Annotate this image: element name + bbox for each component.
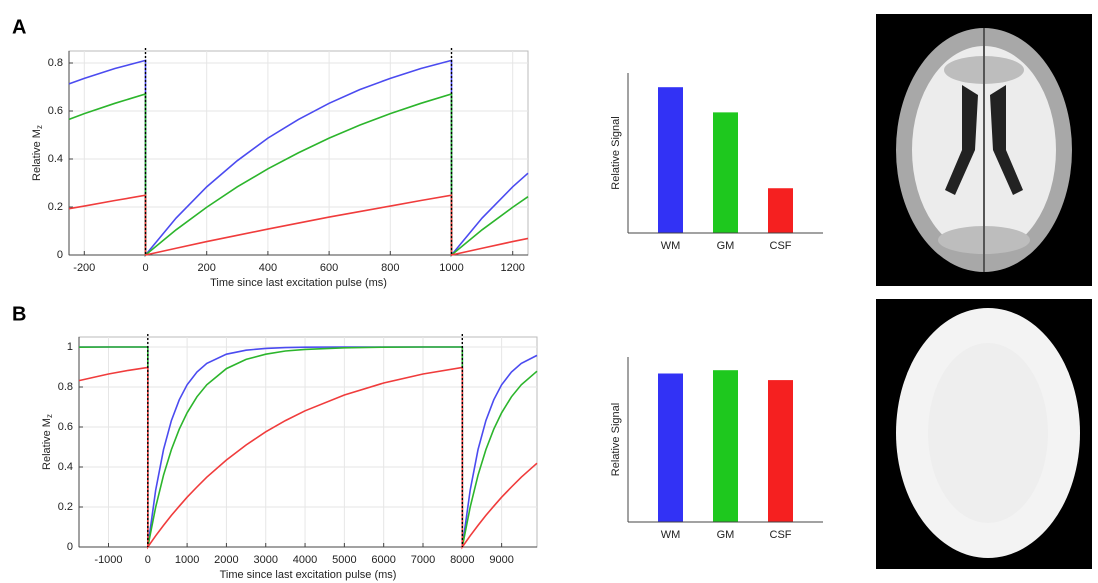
- x-axis-label: Time since last excitation pulse (ms): [210, 277, 387, 289]
- x-tick-label: -1000: [94, 554, 122, 566]
- x-tick-label: 7000: [411, 554, 435, 566]
- y-tick-label: 0.8: [48, 57, 63, 69]
- y-axis-label: Relative Mz: [41, 414, 54, 470]
- y-tick-label: 0.2: [48, 201, 63, 213]
- x-tick-label: 0: [145, 554, 151, 566]
- y-tick-label: 0.4: [48, 153, 63, 165]
- y-tick-label: 0.4: [58, 461, 73, 473]
- curve: [79, 346, 538, 548]
- x-tick-label: 1000: [439, 262, 463, 274]
- x-tick-label: WM: [661, 240, 681, 252]
- y-axis-label-subscript: z: [45, 414, 54, 418]
- y-axis-label-subscript: z: [35, 125, 44, 129]
- y-axis-label-text: Relative M: [41, 418, 53, 470]
- bar: [768, 188, 793, 233]
- x-tick-label: 8000: [450, 554, 474, 566]
- y-tick-label: 0.6: [48, 105, 63, 117]
- x-tick-label: 1200: [500, 262, 524, 274]
- y-tick-label: 0: [67, 541, 73, 553]
- x-tick-label: 5000: [332, 554, 356, 566]
- x-tick-label: GM: [717, 529, 735, 541]
- y-tick-label: 0: [57, 249, 63, 261]
- brain-image: [876, 299, 1092, 569]
- x-tick-label: 0: [142, 262, 148, 274]
- x-tick-label: 800: [381, 262, 399, 274]
- x-tick-label: 9000: [489, 554, 513, 566]
- y-tick-label: 0.6: [58, 421, 73, 433]
- x-tick-label: CSF: [770, 529, 792, 541]
- bar: [768, 380, 793, 522]
- x-tick-label: GM: [717, 240, 735, 252]
- curve: [68, 194, 529, 256]
- bar: [713, 112, 738, 233]
- y-axis-label-text: Relative M: [31, 129, 43, 181]
- x-tick-label: 200: [198, 262, 216, 274]
- bar: [713, 370, 738, 522]
- x-tick-label: 600: [320, 262, 338, 274]
- x-tick-label: CSF: [770, 240, 792, 252]
- brain-image: [876, 14, 1092, 286]
- y-axis-label: Relative Signal: [610, 403, 622, 476]
- x-tick-label: 2000: [214, 554, 238, 566]
- x-tick-label: 400: [259, 262, 277, 274]
- x-axis-label: Time since last excitation pulse (ms): [220, 569, 397, 581]
- bar: [658, 87, 683, 234]
- curve: [78, 366, 538, 550]
- y-tick-label: 0.2: [58, 501, 73, 513]
- x-tick-label: -200: [73, 262, 95, 274]
- x-tick-label: 1000: [175, 554, 199, 566]
- x-tick-label: 3000: [253, 554, 277, 566]
- x-tick-label: WM: [661, 529, 681, 541]
- y-axis-label: Relative Signal: [610, 116, 622, 189]
- panel-label: A: [12, 16, 26, 38]
- x-tick-label: 6000: [371, 554, 395, 566]
- bar: [658, 373, 683, 522]
- curve: [78, 346, 538, 548]
- y-tick-label: 1: [67, 341, 73, 353]
- x-tick-label: 4000: [293, 554, 317, 566]
- y-axis-label: Relative Mz: [31, 125, 44, 181]
- y-tick-label: 0.8: [58, 381, 73, 393]
- panel-label: B: [12, 303, 26, 325]
